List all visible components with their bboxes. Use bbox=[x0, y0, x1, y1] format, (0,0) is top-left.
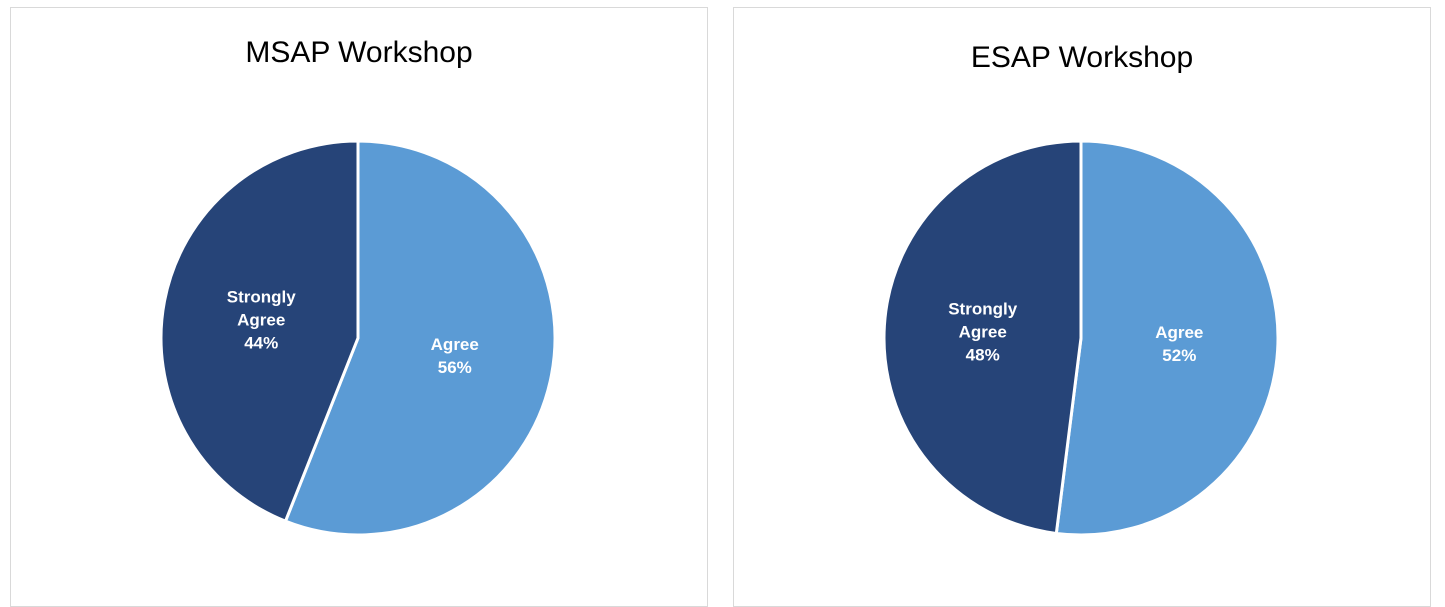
value-label: 52% bbox=[1162, 346, 1197, 366]
category-label: Agree bbox=[430, 335, 479, 355]
slice-label: Strongly Agree 44% bbox=[216, 285, 306, 354]
pie bbox=[882, 139, 1280, 537]
slice-label: Agree 52% bbox=[1134, 321, 1224, 367]
pie-slice bbox=[882, 139, 1083, 536]
chart-panel: MSAP Workshop Agree 56% Strongly Agree 44% bbox=[10, 7, 708, 607]
pie-slice bbox=[283, 139, 557, 537]
value-label: 48% bbox=[965, 345, 1000, 365]
pie bbox=[159, 139, 557, 537]
slice-label: Strongly Agree 48% bbox=[938, 297, 1028, 366]
category-label: Agree bbox=[1155, 323, 1204, 343]
value-label: 44% bbox=[244, 333, 279, 353]
pie-slice bbox=[1054, 139, 1280, 537]
slice-label: Agree 56% bbox=[410, 333, 500, 379]
value-label: 56% bbox=[437, 358, 472, 378]
chart-panel: ESAP Workshop Agree 52% Strongly Agree 48% bbox=[733, 7, 1431, 607]
chart-title: ESAP Workshop bbox=[970, 41, 1194, 74]
chart-title: MSAP Workshop bbox=[245, 36, 473, 69]
category-label: Strongly Agree bbox=[226, 287, 296, 330]
pie-slice bbox=[159, 139, 360, 524]
category-label: Strongly Agree bbox=[948, 299, 1018, 342]
